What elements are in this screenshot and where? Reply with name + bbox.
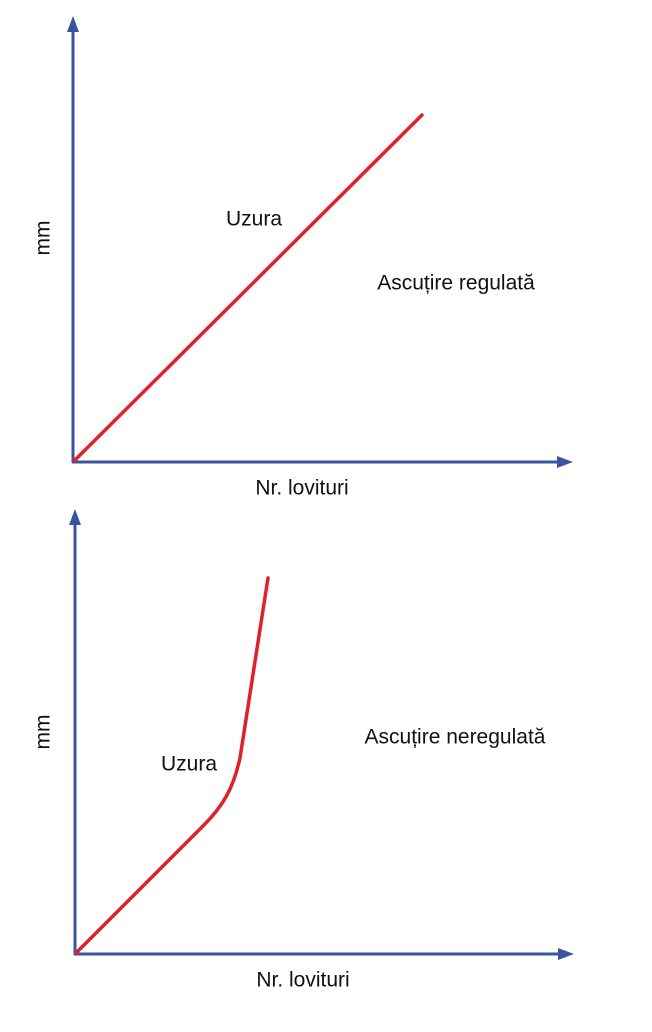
diagram-regular: Uzura Ascuțire regulată mm Nr. lovituri	[32, 16, 573, 500]
x-axis-label: Nr. lovituri	[255, 477, 348, 500]
x-axis-label: Nr. lovituri	[256, 969, 349, 992]
y-axis-arrow	[67, 16, 79, 32]
y-axis-label: mm	[32, 715, 55, 750]
x-axis-arrow	[558, 948, 574, 960]
wear-curve	[72, 113, 424, 463]
wear-curve	[74, 576, 270, 955]
y-axis-label: mm	[32, 221, 55, 256]
y-axis-arrow	[69, 509, 81, 525]
caption: Ascuțire regulată	[377, 272, 535, 295]
x-axis-arrow	[557, 456, 573, 468]
curve-label: Uzura	[161, 753, 217, 776]
diagram-irregular: Uzura Ascuțire neregulată mm Nr. lovitur…	[32, 509, 574, 992]
curve-label: Uzura	[226, 208, 282, 231]
caption: Ascuțire neregulată	[365, 726, 546, 749]
